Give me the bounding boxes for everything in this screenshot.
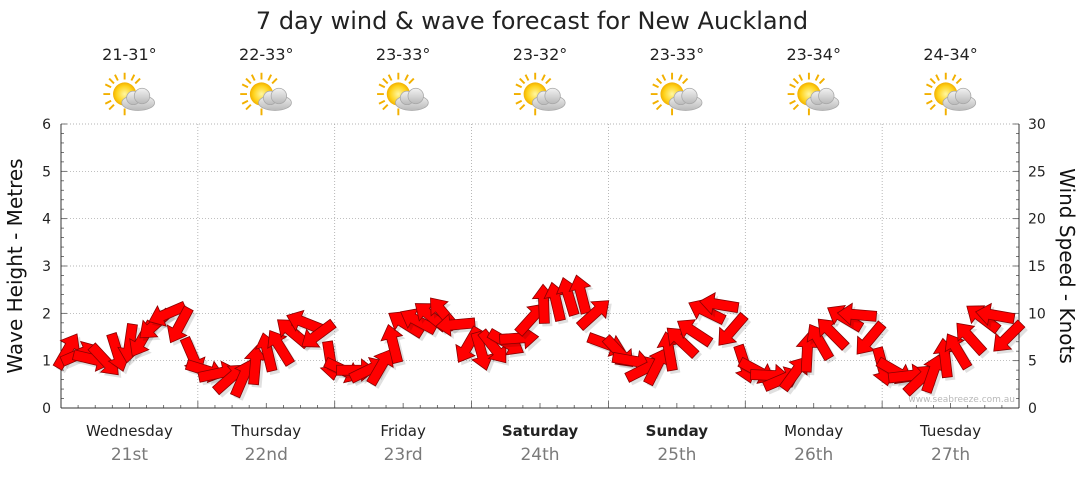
x-day-date: 22nd xyxy=(245,445,288,465)
x-day-date: 25th xyxy=(657,445,696,465)
y-left-tick-label: 3 xyxy=(42,259,51,275)
wind-arrow xyxy=(677,319,714,348)
day-temp-range: 23-33° xyxy=(376,45,431,64)
sun-cloud-icon xyxy=(239,71,293,117)
sun-cloud-icon xyxy=(649,71,704,117)
wind-arrow xyxy=(435,313,476,337)
wind-arrow xyxy=(301,318,337,348)
wind-arrow xyxy=(944,333,973,371)
day-temp-range: 23-32° xyxy=(513,45,568,64)
x-day-date: 27th xyxy=(931,445,970,465)
wind-arrow xyxy=(477,328,507,364)
x-day-name: Tuesday xyxy=(919,422,981,440)
plot-area xyxy=(52,123,1028,409)
day-header-wednesday: 21-31° xyxy=(102,45,157,117)
x-day-date: 21st xyxy=(111,445,148,465)
wind-arrow xyxy=(817,318,850,351)
sun-cloud-icon xyxy=(376,71,430,117)
wind-arrow xyxy=(380,323,404,365)
x-day-date: 26th xyxy=(794,445,833,465)
y-right-tick-label: 20 xyxy=(1028,212,1046,228)
wind-arrow xyxy=(856,320,887,355)
y-right-tick-label: 15 xyxy=(1028,259,1046,275)
y-left-tick-label: 5 xyxy=(42,164,51,180)
y-left-axis-label: Wave Height - Metres xyxy=(3,158,27,373)
day-header-saturday: 23-32° xyxy=(512,45,568,117)
y-right-ticks: 0 5 10 15 20 25 30 xyxy=(1028,117,1046,417)
x-day-date: 24th xyxy=(520,445,559,465)
day-header-friday: 23-33° xyxy=(376,45,431,117)
y-right-tick-label: 25 xyxy=(1028,164,1046,180)
day-temp-range: 23-34° xyxy=(786,45,841,64)
day-temp-range: 23-33° xyxy=(650,45,705,64)
y-left-tick-label: 2 xyxy=(42,306,51,322)
x-axis-day-labels: Wednesday 21st Thursday 22nd Friday 23rd Satur… xyxy=(86,422,981,465)
x-day-name: Wednesday xyxy=(86,422,173,440)
wind-arrow xyxy=(956,322,988,357)
watermark: www.seabreeze.com.au xyxy=(908,395,1015,405)
day-headers: 21-31° 22-33° 23-33° 23-32° 23-33° 23-34° 24-3… xyxy=(102,45,978,117)
y-left-tick-label: 1 xyxy=(42,354,51,370)
y-left-ticks: 0 1 2 3 4 5 6 xyxy=(42,117,51,417)
x-day-name: Monday xyxy=(784,422,843,440)
y-left-tick-label: 6 xyxy=(42,117,51,133)
wind-arrow xyxy=(993,319,1026,352)
y-left-tick-label: 4 xyxy=(42,212,51,228)
wind-arrow xyxy=(148,301,188,327)
x-day-date: 23rd xyxy=(384,445,423,465)
day-dividers xyxy=(197,124,883,408)
x-day-name: Saturday xyxy=(502,422,579,440)
y-left-tick-label: 0 xyxy=(42,401,51,417)
wind-arrow-series xyxy=(52,274,1028,401)
wind-arrow xyxy=(666,327,700,360)
day-temp-range: 22-33° xyxy=(239,45,294,64)
y-right-tick-label: 0 xyxy=(1028,401,1037,417)
x-day-name: Thursday xyxy=(230,422,301,440)
wind-arrow xyxy=(698,292,740,316)
wind-arrow xyxy=(166,305,194,344)
x-day-name: Friday xyxy=(380,422,426,440)
x-day-name: Sunday xyxy=(646,422,709,440)
day-header-thursday: 22-33° xyxy=(239,45,294,117)
y-right-tick-label: 10 xyxy=(1028,306,1046,322)
wind-arrow xyxy=(575,300,610,332)
y-right-axis-label: Wind Speed - Knots xyxy=(1055,168,1079,364)
wind-arrow xyxy=(568,274,592,315)
day-header-tuesday: 24-34° xyxy=(923,45,978,117)
wind-arrow xyxy=(470,330,494,371)
y-right-tick-label: 30 xyxy=(1028,117,1046,133)
sun-cloud-icon xyxy=(786,71,840,117)
wind-arrow xyxy=(806,323,835,362)
day-temp-range: 21-31° xyxy=(102,45,157,64)
wind-arrow xyxy=(836,302,878,327)
wind-arrow xyxy=(243,344,268,386)
wind-arrow xyxy=(286,309,326,336)
wind-arrow xyxy=(718,311,749,346)
y-right-tick-label: 5 xyxy=(1028,354,1037,370)
minor-ticks xyxy=(60,123,1020,409)
day-temp-range: 24-34° xyxy=(923,45,978,64)
day-header-monday: 23-34° xyxy=(786,45,841,117)
wind-arrow xyxy=(975,302,1016,327)
wind-arrow xyxy=(688,298,727,326)
chart-title: 7 day wind & wave forecast for New Auckl… xyxy=(256,7,808,35)
sun-cloud-icon xyxy=(102,71,156,117)
sun-cloud-icon xyxy=(923,71,977,117)
sun-cloud-icon xyxy=(512,71,567,117)
day-header-sunday: 23-33° xyxy=(649,45,705,117)
wind-arrow xyxy=(267,329,296,367)
